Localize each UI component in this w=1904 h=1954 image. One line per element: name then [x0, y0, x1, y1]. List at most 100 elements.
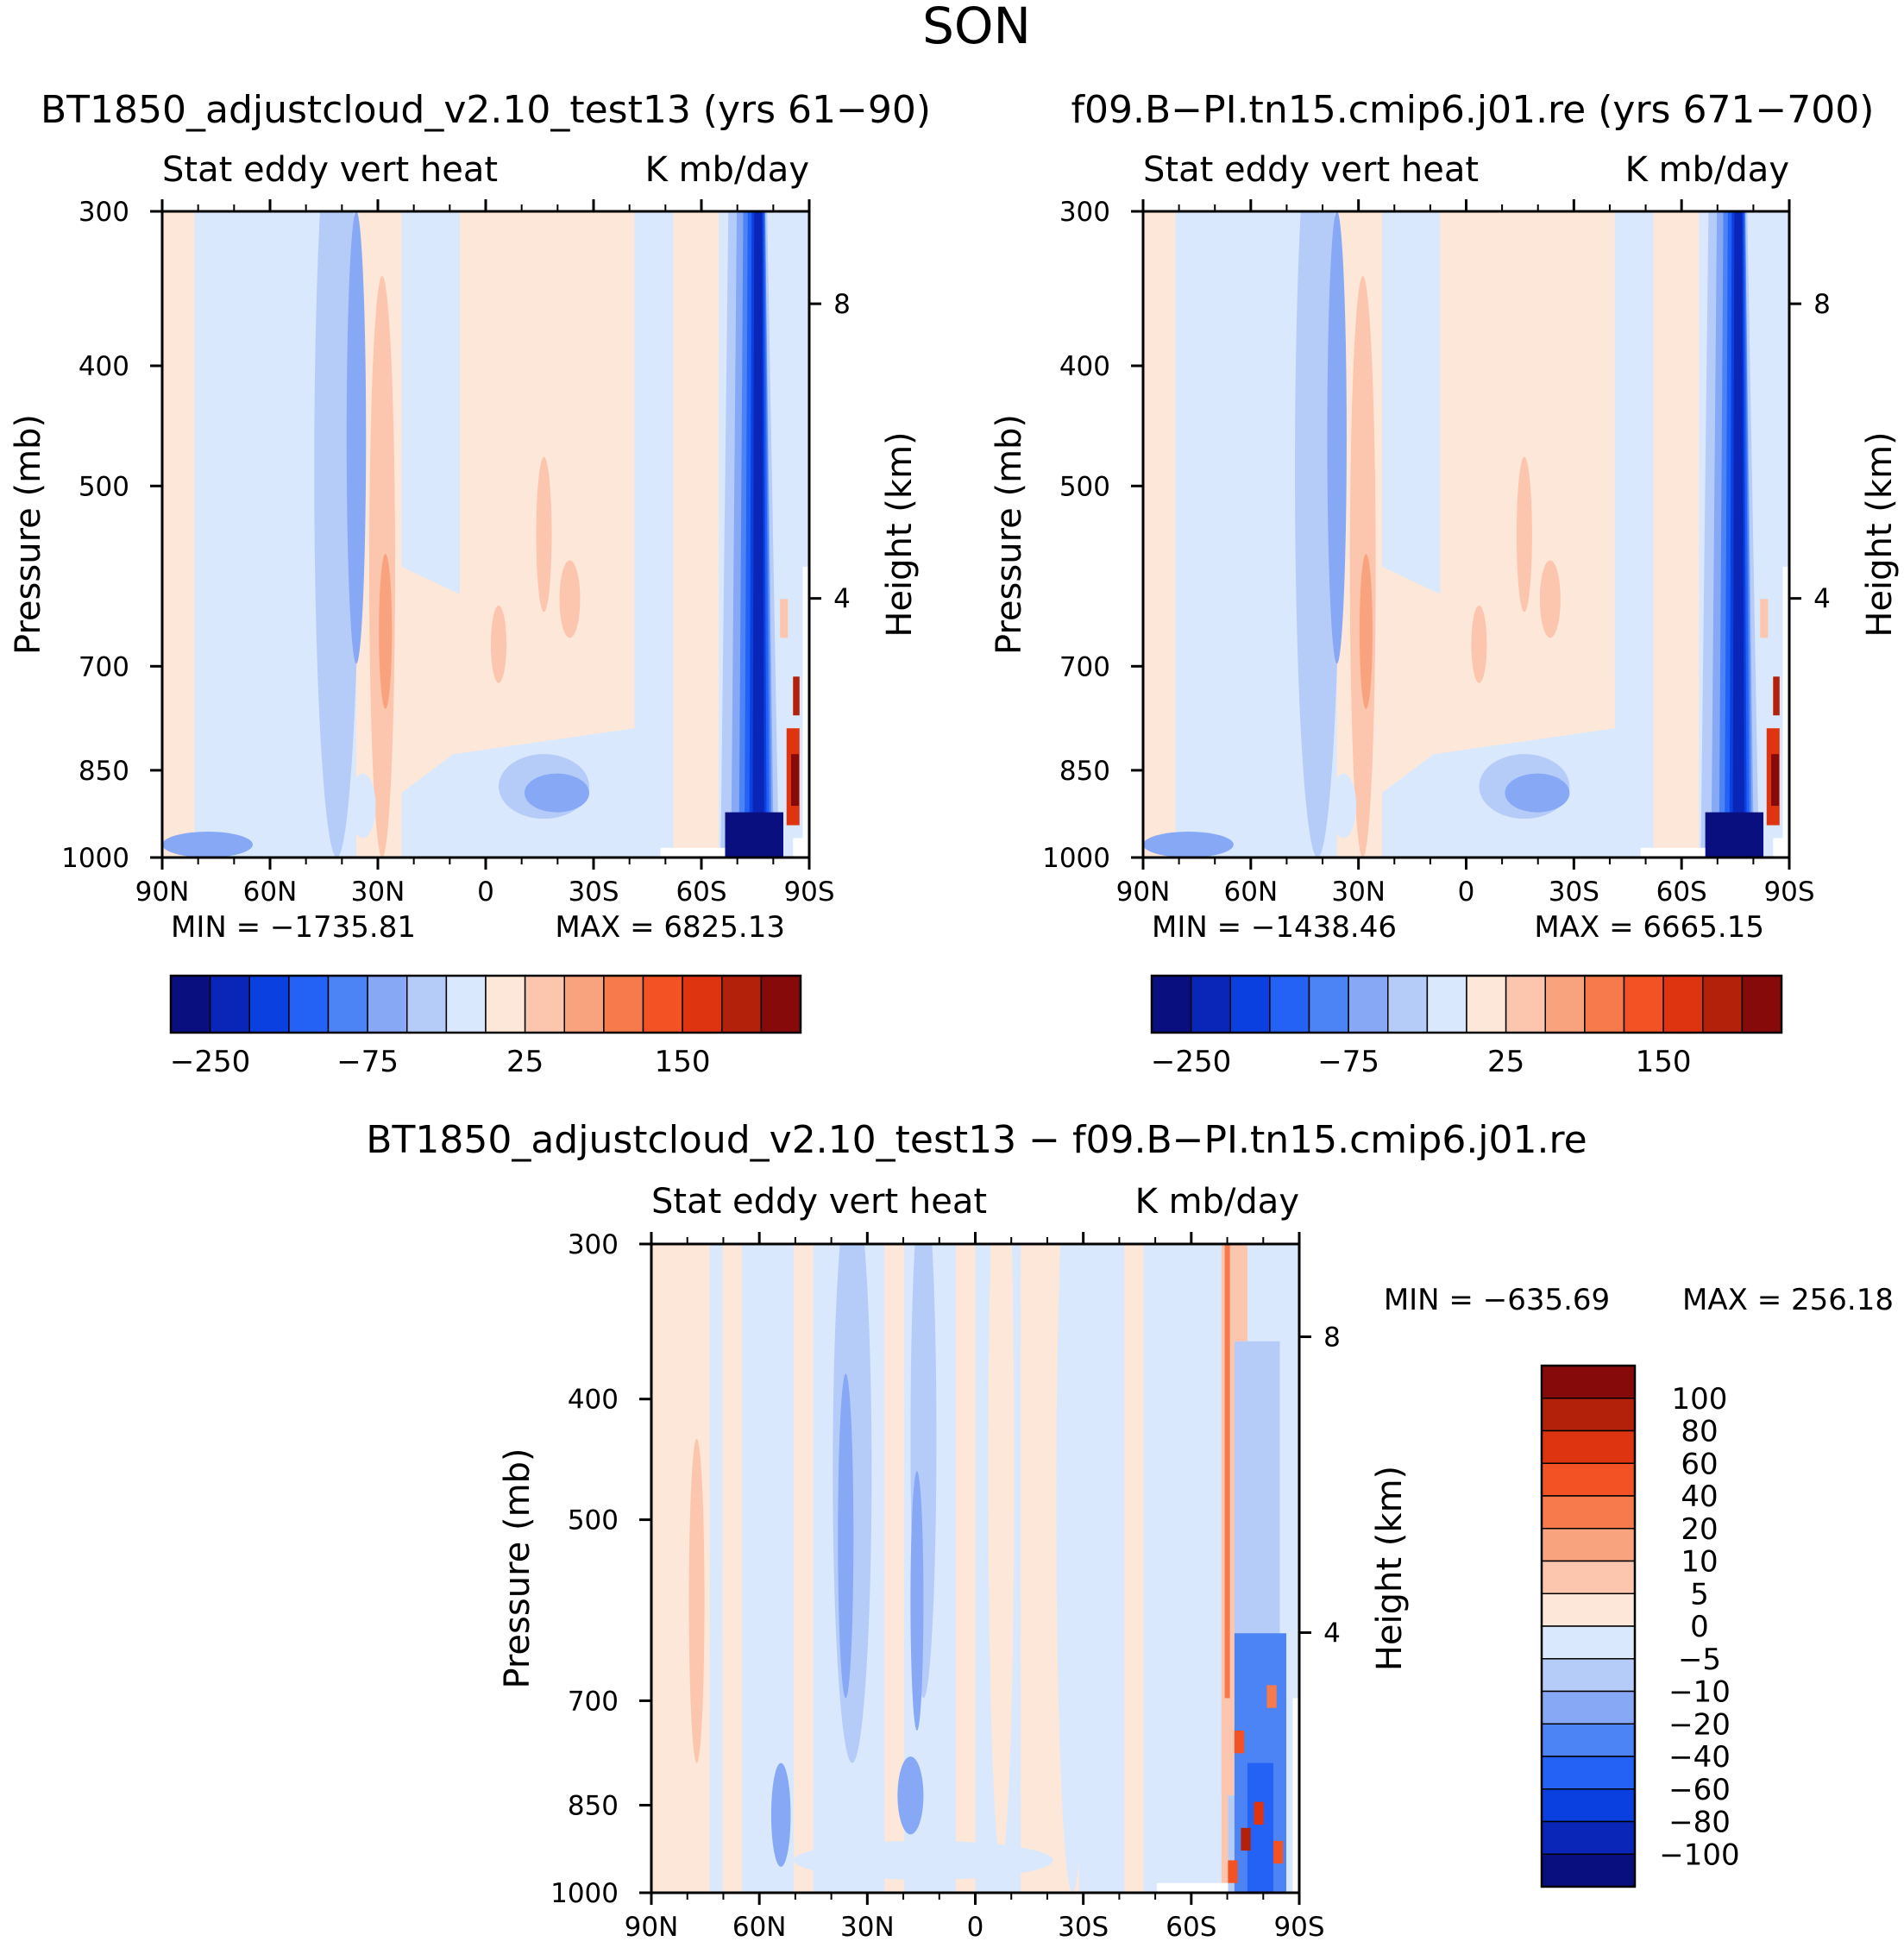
panel-a-colorbar-frame	[169, 974, 802, 1034]
panel-diff-colorbar-box	[1541, 1625, 1636, 1660]
panel-b-colorbar-box	[1662, 975, 1704, 1034]
panel-b-height-tick-label: 8	[1813, 289, 1831, 320]
panel-diff-ytick-label: 300	[568, 1229, 619, 1260]
panel-diff-height-tick-label: 4	[1323, 1618, 1341, 1649]
panel-a-colorbar-box	[445, 975, 487, 1034]
panel-b-colorbar-label: −250	[1151, 1045, 1231, 1079]
panel-diff-colorbar-label: 40	[1681, 1480, 1718, 1514]
panel-b-colorbar-box	[1426, 975, 1467, 1034]
panel-diff-xtick-label: 30N	[840, 1912, 895, 1943]
panel-b-colorbar-box	[1702, 975, 1744, 1034]
panel-b-colorbar-box	[1387, 975, 1429, 1034]
panel-a-colorbar-box	[603, 975, 644, 1034]
panel-b-field	[1143, 211, 1789, 858]
panel-b-ytick-label: 1000	[1042, 843, 1110, 874]
panel-a-ylabel-right: Height (km)	[880, 431, 920, 637]
panel-diff-colorbar-box	[1541, 1462, 1636, 1497]
panel-diff-xtick-label: 60N	[732, 1912, 787, 1943]
panel-diff-colorbar-label: 10	[1681, 1545, 1718, 1580]
panel-a-xtick-label: 90N	[135, 876, 190, 908]
panel-b-title: f09.B−PI.tn15.cmip6.j01.re (yrs 671−700)	[1071, 88, 1875, 132]
panel-a-colorbar-label: 25	[506, 1045, 544, 1079]
panel-diff-colorbar-label: −80	[1668, 1806, 1731, 1840]
panel-b-colorbar: −250 −75 25 150	[1150, 974, 1783, 1079]
panel-a-xtick-label: 30S	[568, 876, 619, 908]
panel-a-xtick-label: 60N	[243, 876, 298, 908]
panel-a-colorbar: −250 −75 25 150	[169, 974, 802, 1079]
panel-b-colorbar-box	[1584, 975, 1625, 1034]
panel-b-ytick-label: 400	[1059, 351, 1110, 382]
panel-diff-colorbar-label: −60	[1668, 1773, 1731, 1807]
panel-diff-colorbar-label: −100	[1659, 1838, 1739, 1872]
panel-a-ytick-label: 850	[79, 756, 129, 787]
panel-a-ytick-label: 700	[79, 651, 129, 682]
panel-b-xtick-label: 30S	[1549, 876, 1599, 908]
panel-a-colorbar-box	[170, 975, 211, 1034]
panel-diff-variable-label: Stat eddy vert heat	[651, 1182, 987, 1222]
panel-b-colorbar-box	[1269, 975, 1310, 1034]
panel-diff-units-label: K mb/day	[1135, 1182, 1299, 1222]
panel-a-xtick-label: 0	[477, 876, 494, 908]
panel-diff-xtick-label: 30S	[1058, 1912, 1109, 1943]
panel-a-colorbar-box	[642, 975, 683, 1034]
panel-b-ytick-label: 700	[1059, 651, 1110, 682]
panel-b-colorbar-box	[1623, 975, 1664, 1034]
panel-b-colorbar-box	[1308, 975, 1349, 1034]
panel-diff-ytick-label: 400	[568, 1385, 619, 1416]
panel-diff-colorbar-box	[1541, 1723, 1636, 1757]
panel-b-ytick-label: 850	[1059, 756, 1110, 787]
panel-diff-max-label: MAX = 256.18	[1682, 1283, 1894, 1317]
panel-diff-colorbar-box	[1541, 1788, 1636, 1823]
panel-diff-colorbar-frame	[1540, 1364, 1637, 1888]
panel-b-colorbar-label: −75	[1317, 1045, 1379, 1079]
panel-b-colorbar-box	[1466, 975, 1507, 1034]
panel-a-colorbar-box	[288, 975, 330, 1034]
panel-b-colorbar-box	[1544, 975, 1586, 1034]
panel-a-field	[162, 211, 809, 858]
panel-b-ytick-label: 500	[1059, 471, 1110, 502]
panel-diff-colorbar-label: 0	[1690, 1610, 1709, 1644]
panel-b-units-label: K mb/day	[1625, 150, 1789, 190]
panel-a-colorbar-box	[682, 975, 723, 1034]
panel-a-max-label: MAX = 6825.13	[555, 910, 785, 945]
panel-a-xtick-label: 30N	[351, 876, 405, 908]
panel-diff-colorbar-label: 60	[1681, 1447, 1718, 1481]
panel-a-ytick-label: 1000	[61, 843, 129, 874]
panel-a-xtick-label: 90S	[783, 876, 834, 908]
panel-b-xtick-label: 30N	[1331, 876, 1386, 908]
panel-b-colorbar-box	[1151, 975, 1192, 1034]
panel-b-ylabel: Pressure (mb)	[990, 414, 1029, 655]
panel-b-xtick-label: 90S	[1763, 876, 1814, 908]
panel-a-colorbar-box	[248, 975, 290, 1034]
panel-a-title: BT1850_adjustcloud_v2.10_test13 (yrs 61−…	[41, 88, 931, 132]
panel-b-variable-label: Stat eddy vert heat	[1143, 150, 1479, 190]
panel-b-ylabel-right: Height (km)	[1860, 431, 1900, 637]
panel-diff-colorbar-box	[1541, 1853, 1636, 1888]
panel-diff-colorbar-box	[1541, 1429, 1636, 1464]
panel-a-colorbar-box	[406, 975, 448, 1034]
panel-a-colorbar-label: −250	[170, 1045, 250, 1079]
panel-a-height-tick-label: 4	[833, 584, 851, 615]
panel-diff-colorbar-box	[1541, 1658, 1636, 1693]
panel-b-colorbar-box	[1505, 975, 1546, 1034]
panel-diff-colorbar-box	[1541, 1365, 1636, 1399]
panel-a: BT1850_adjustcloud_v2.10_test13 (yrs 61−…	[9, 88, 931, 1079]
panel-diff-ylabel: Pressure (mb)	[498, 1448, 537, 1688]
panel-b-colorbar-label: 150	[1636, 1045, 1692, 1079]
panel-a-ylabel: Pressure (mb)	[9, 414, 48, 655]
panel-b-xtick-label: 60S	[1656, 876, 1707, 908]
panel-a-colorbar-box	[485, 975, 526, 1034]
panel-diff-colorbar-box	[1541, 1593, 1636, 1627]
panel-a-colorbar-label: 150	[655, 1045, 711, 1079]
panel-b-xtick-label: 60N	[1224, 876, 1279, 908]
panel-diff-colorbar-box	[1541, 1820, 1636, 1855]
panel-diff-colorbar-box	[1541, 1690, 1636, 1725]
panel-b-colorbar-label: 25	[1487, 1045, 1524, 1079]
panel-a-ytick-label: 500	[79, 471, 129, 502]
panel-diff-colorbar-box	[1541, 1495, 1636, 1530]
panel-a-ytick-label: 300	[79, 197, 129, 228]
panel-diff-min-label: MIN = −635.69	[1384, 1283, 1610, 1317]
